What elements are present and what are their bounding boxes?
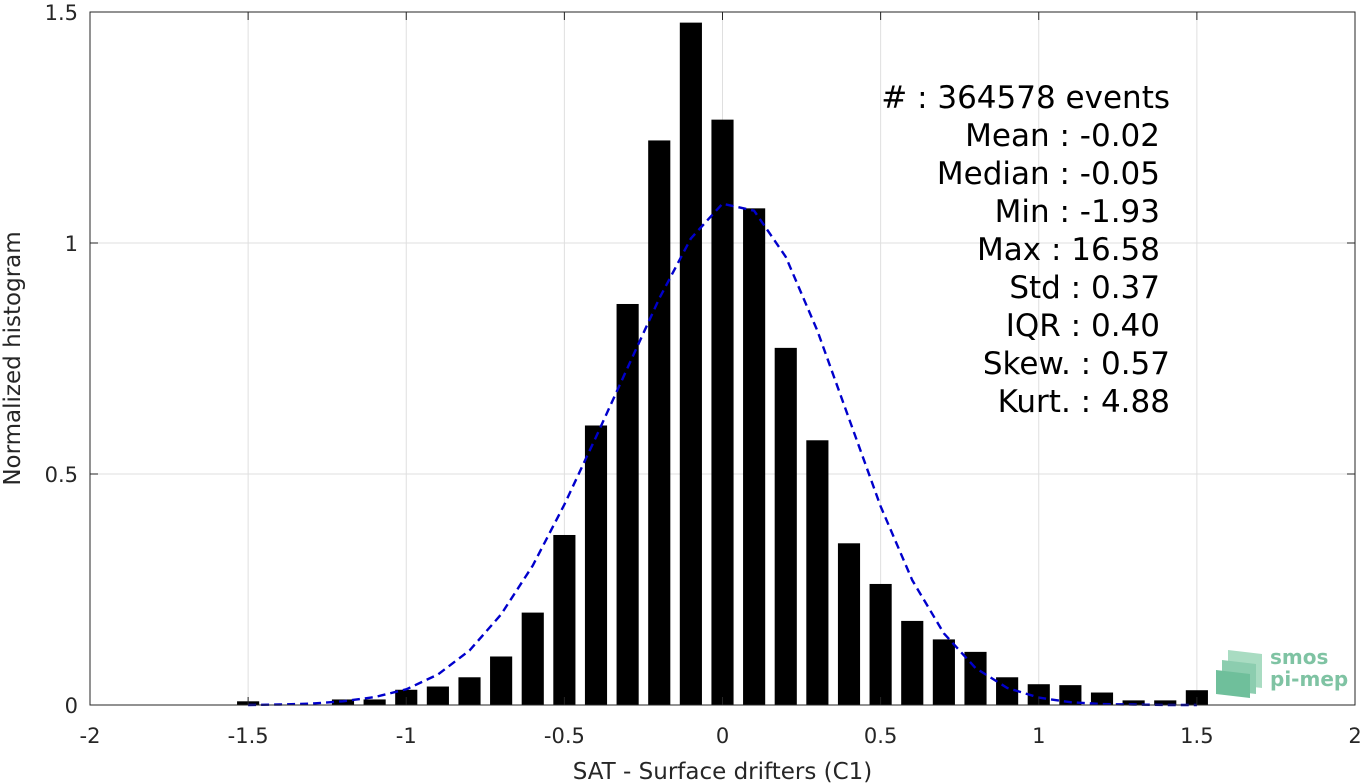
x-tick-label: -1.5 — [228, 724, 269, 748]
stat-line: Std : 0.37 — [1009, 270, 1160, 306]
stat-line: Skew. : 0.57 — [983, 346, 1170, 382]
histogram-bar — [679, 22, 702, 706]
logo-text-smos: smos — [1270, 645, 1328, 669]
smos-pimep-logo: smos pi-mep — [1216, 645, 1348, 698]
histogram-bar — [1059, 685, 1082, 705]
histogram-bar — [490, 656, 513, 705]
histogram-bar — [869, 583, 892, 705]
histogram-bars — [237, 22, 1208, 706]
y-axis-label: Normalized histogram — [0, 231, 26, 485]
histogram-bar — [1122, 700, 1145, 705]
histogram-bar — [648, 140, 671, 705]
logo-text-pimep: pi-mep — [1270, 667, 1348, 691]
histogram-bar — [521, 612, 544, 705]
histogram-bar — [458, 677, 481, 705]
histogram-bar — [584, 425, 608, 705]
stat-line: Max : 16.58 — [977, 232, 1160, 268]
x-tick-label: -0.5 — [544, 724, 585, 748]
y-tick-label: 1.5 — [45, 1, 78, 25]
histogram-bar — [553, 534, 576, 705]
histogram-bar — [806, 440, 829, 705]
x-tick-label: 1 — [1032, 724, 1045, 748]
histogram-bar — [616, 303, 639, 705]
histogram-bar — [1027, 684, 1050, 705]
histogram-bar — [711, 119, 734, 706]
x-tick-labels: -2 -1.5 -1 -0.5 0 0.5 1 1.5 2 — [80, 724, 1362, 748]
histogram-bar — [1154, 700, 1177, 705]
histogram-bar — [901, 620, 924, 705]
x-axis-label: SAT - Surface drifters (C1) — [573, 759, 873, 784]
logo-icon — [1216, 650, 1262, 698]
histogram-bar — [932, 639, 955, 705]
x-tick-label: -1 — [396, 724, 417, 748]
stat-line: Median : -0.05 — [937, 156, 1160, 192]
histogram-bar — [837, 543, 861, 705]
histogram-bar — [363, 699, 386, 705]
y-tick-label: 0.5 — [45, 463, 78, 487]
stat-line: IQR : 0.40 — [1006, 308, 1160, 344]
x-tick-label: 0 — [716, 724, 729, 748]
x-tick-label: 1.5 — [1180, 724, 1213, 748]
stat-line: Mean : -0.02 — [965, 118, 1160, 154]
stat-line: Min : -1.93 — [995, 194, 1160, 230]
stat-line: # : 364578 events — [881, 80, 1170, 116]
y-tick-label: 1 — [65, 232, 78, 256]
histogram-bar — [743, 208, 766, 705]
histogram-bar — [774, 347, 797, 705]
x-tick-label: 2 — [1348, 724, 1361, 748]
histogram-bar — [964, 651, 987, 705]
histogram-bar — [1090, 692, 1114, 705]
x-tick-label: 0.5 — [864, 724, 897, 748]
x-tick-label: -2 — [80, 724, 101, 748]
histogram-bar — [426, 686, 449, 705]
y-tick-labels: 0 0.5 1 1.5 — [45, 1, 78, 718]
y-tick-label: 0 — [65, 694, 78, 718]
axis-ticks — [89, 11, 1356, 706]
stat-line: Kurt. : 4.88 — [998, 384, 1170, 420]
histogram-bar — [996, 677, 1019, 705]
